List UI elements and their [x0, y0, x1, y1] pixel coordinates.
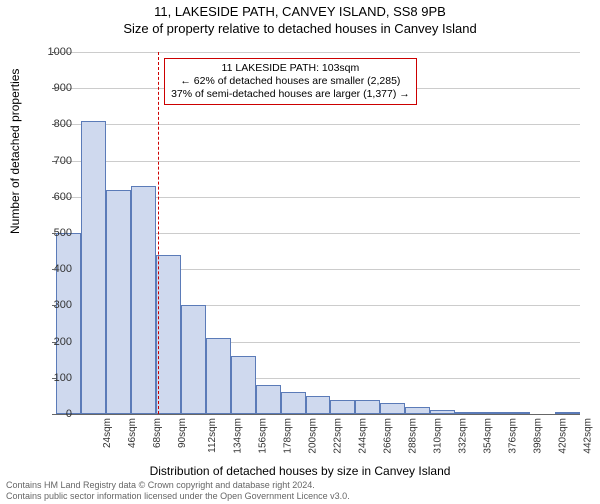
x-tick-label: 134sqm: [233, 418, 244, 454]
footer-line1: Contains HM Land Registry data © Crown c…: [6, 480, 350, 491]
histogram-bar: [81, 121, 106, 414]
reference-line: [158, 52, 159, 414]
histogram-bar: [430, 410, 455, 414]
histogram-bar: [231, 356, 256, 414]
y-tick-mark: [52, 124, 56, 125]
y-tick-mark: [52, 269, 56, 270]
x-tick-label: 354sqm: [482, 418, 493, 454]
x-tick-label: 222sqm: [333, 418, 344, 454]
chart-container: 11, LAKESIDE PATH, CANVEY ISLAND, SS8 9P…: [0, 4, 600, 504]
y-tick-mark: [52, 233, 56, 234]
y-tick-mark: [52, 88, 56, 89]
histogram-bar: [405, 407, 430, 414]
gridline: [56, 124, 580, 125]
y-tick-label: 700: [54, 155, 72, 167]
histogram-bar: [106, 190, 131, 414]
y-tick-label: 300: [54, 299, 72, 311]
gridline: [56, 161, 580, 162]
y-tick-mark: [52, 305, 56, 306]
x-tick-label: 68sqm: [152, 418, 163, 448]
x-tick-label: 266sqm: [383, 418, 394, 454]
x-tick-label: 420sqm: [557, 418, 568, 454]
histogram-bar: [505, 412, 530, 414]
x-tick-label: 332sqm: [457, 418, 468, 454]
x-tick-label: 442sqm: [582, 418, 593, 454]
footer-attribution: Contains HM Land Registry data © Crown c…: [6, 480, 350, 502]
histogram-bar: [181, 305, 206, 414]
x-tick-label: 90sqm: [177, 418, 188, 448]
x-tick-label: 244sqm: [358, 418, 369, 454]
x-tick-label: 178sqm: [283, 418, 294, 454]
histogram-bar: [380, 403, 405, 414]
chart-title-line2: Size of property relative to detached ho…: [0, 21, 600, 36]
chart-title-line1: 11, LAKESIDE PATH, CANVEY ISLAND, SS8 9P…: [0, 4, 600, 21]
histogram-bar: [131, 186, 156, 414]
annotation-line: ← 62% of detached houses are smaller (2,…: [171, 75, 410, 88]
x-tick-label: 398sqm: [532, 418, 543, 454]
x-tick-label: 200sqm: [308, 418, 319, 454]
y-tick-mark: [52, 414, 56, 415]
y-tick-label: 900: [54, 82, 72, 94]
y-tick-label: 100: [54, 372, 72, 384]
histogram-bar: [156, 255, 181, 414]
annotation-line: 11 LAKESIDE PATH: 103sqm: [171, 62, 410, 75]
y-tick-label: 800: [54, 118, 72, 130]
gridline: [56, 52, 580, 53]
histogram-bar: [330, 400, 355, 414]
histogram-bar: [206, 338, 231, 414]
y-tick-label: 200: [54, 336, 72, 348]
y-tick-label: 0: [66, 408, 72, 420]
histogram-bar: [281, 392, 306, 414]
y-tick-mark: [52, 52, 56, 53]
x-axis-label: Distribution of detached houses by size …: [0, 464, 600, 478]
x-tick-label: 24sqm: [102, 418, 113, 448]
chart-plot-area: [56, 52, 580, 415]
annotation-line: 37% of semi-detached houses are larger (…: [171, 88, 410, 101]
x-tick-label: 112sqm: [207, 418, 218, 453]
annotation-box: 11 LAKESIDE PATH: 103sqm← 62% of detache…: [164, 58, 417, 105]
histogram-bar: [306, 396, 331, 414]
y-tick-mark: [52, 378, 56, 379]
y-axis-label: Number of detached properties: [8, 69, 22, 234]
histogram-bar: [56, 233, 81, 414]
y-tick-label: 400: [54, 263, 72, 275]
histogram-bar: [355, 400, 380, 414]
y-tick-mark: [52, 161, 56, 162]
x-tick-label: 288sqm: [407, 418, 418, 454]
histogram-bar: [256, 385, 281, 414]
x-tick-label: 156sqm: [258, 418, 269, 454]
y-tick-mark: [52, 342, 56, 343]
x-tick-label: 376sqm: [507, 418, 518, 454]
footer-line2: Contains public sector information licen…: [6, 491, 350, 502]
y-tick-mark: [52, 197, 56, 198]
histogram-bar: [455, 412, 480, 414]
histogram-bar: [480, 412, 505, 414]
histogram-bar: [555, 412, 580, 414]
y-tick-label: 500: [54, 227, 72, 239]
x-tick-label: 46sqm: [127, 418, 138, 448]
y-tick-label: 600: [54, 191, 72, 203]
x-tick-label: 310sqm: [432, 418, 443, 454]
